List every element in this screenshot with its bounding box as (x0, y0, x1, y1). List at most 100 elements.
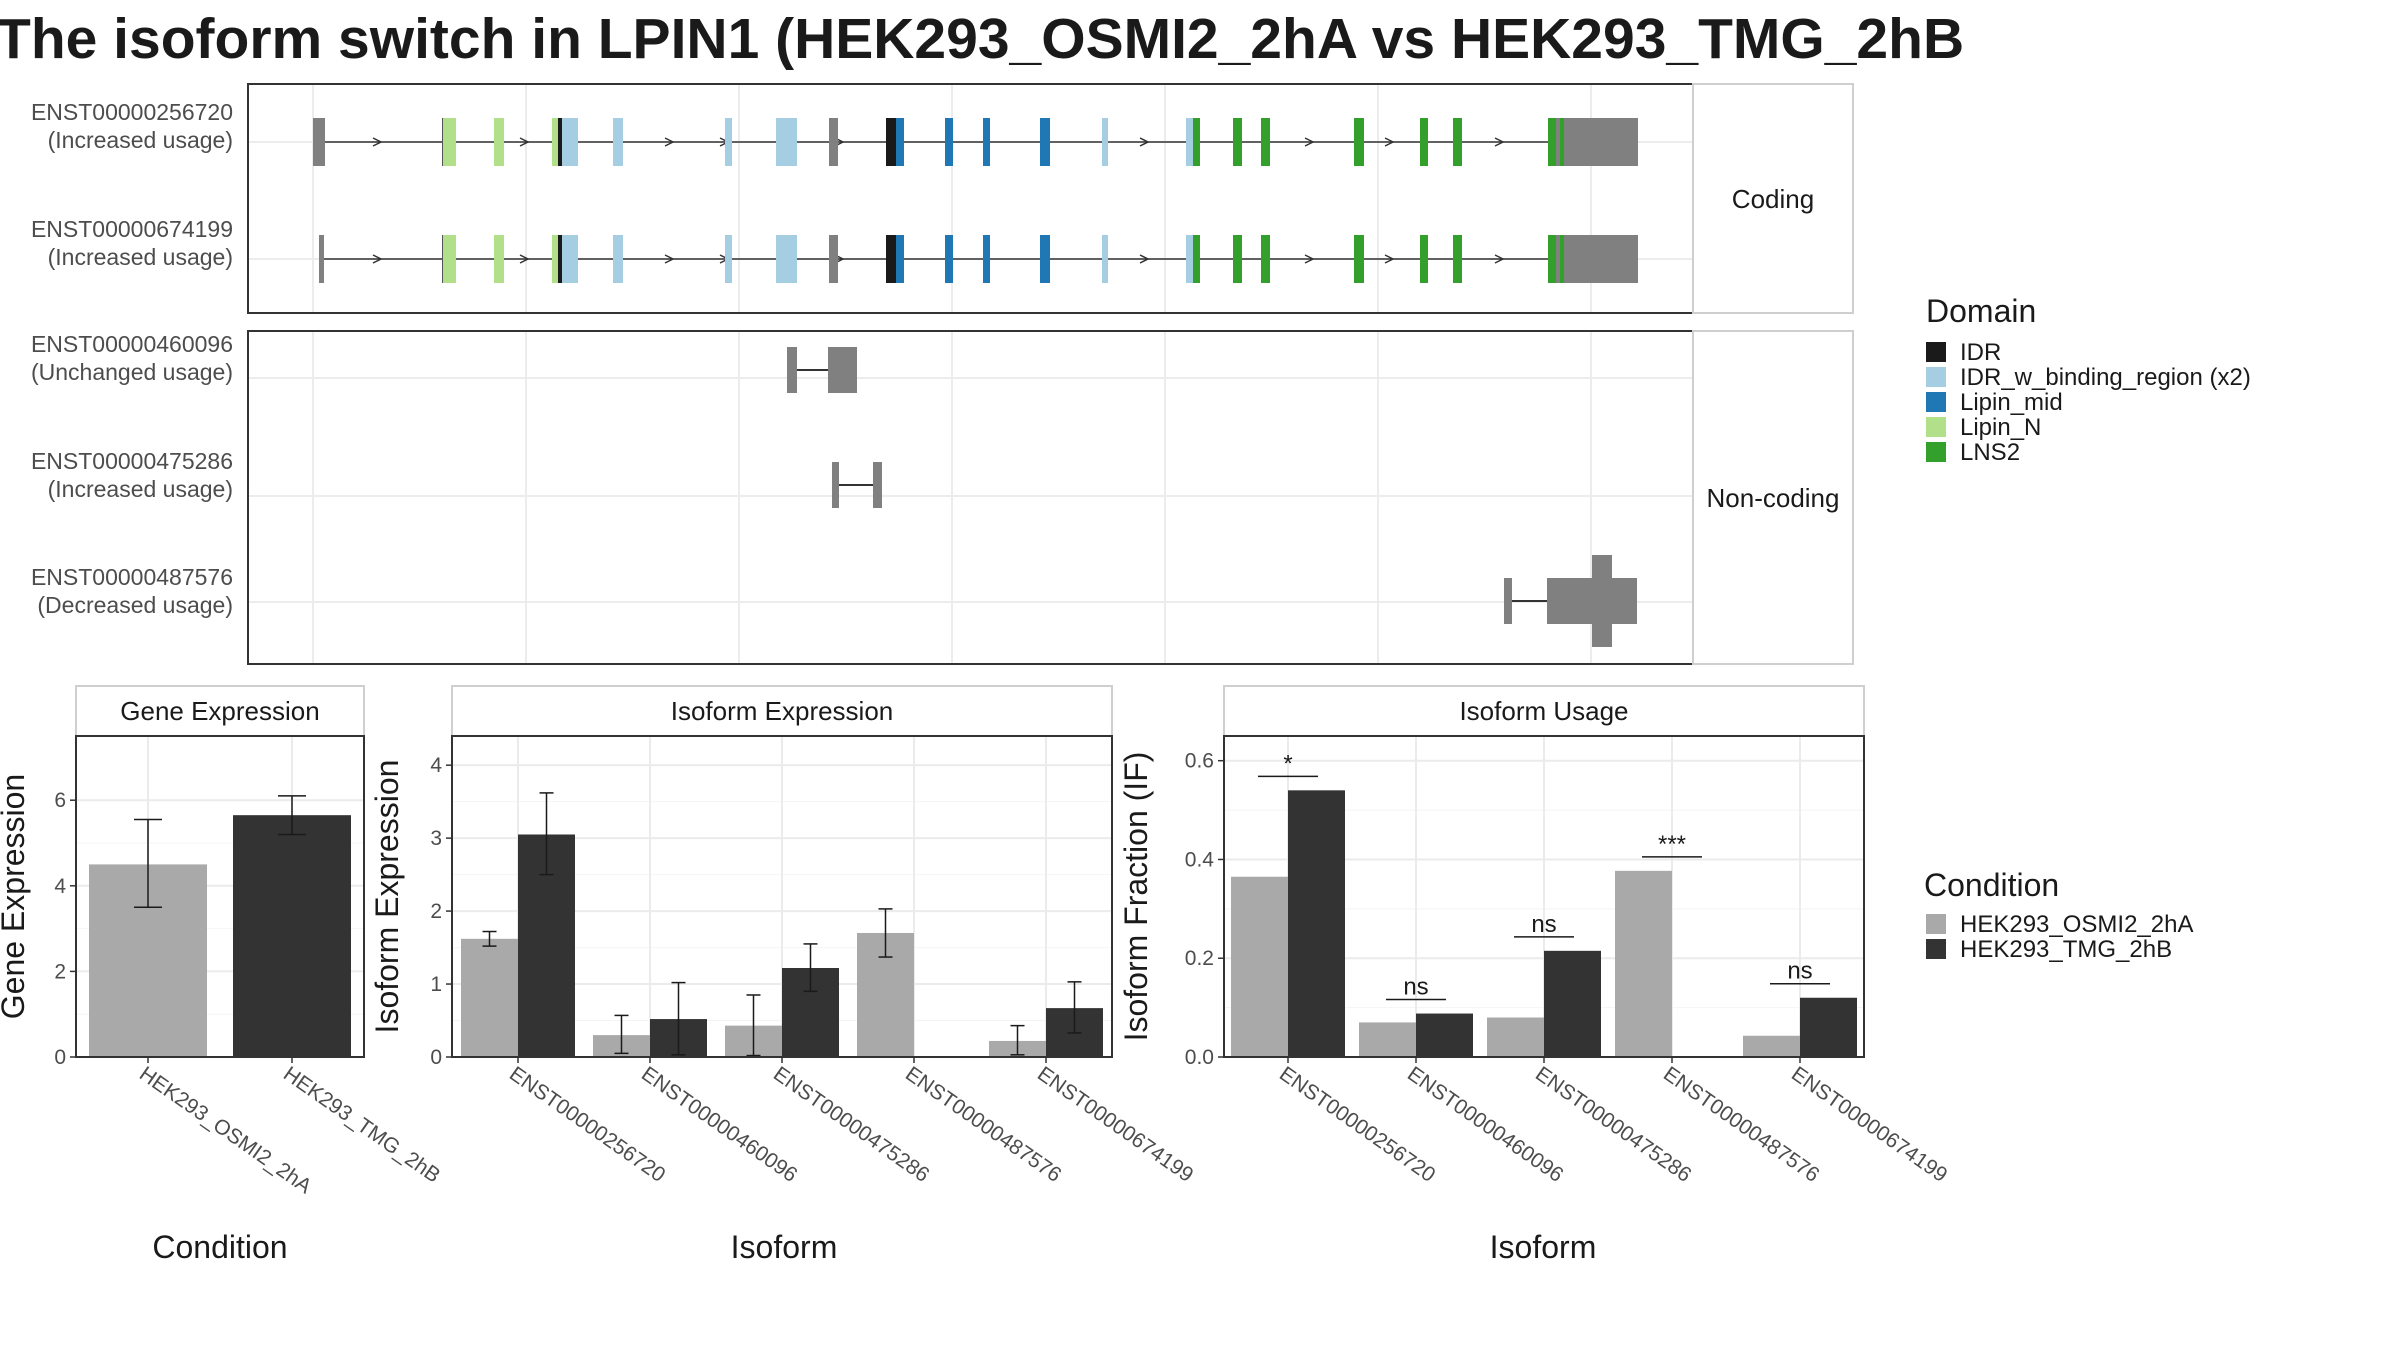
noncoding-strip (1692, 330, 1854, 665)
strand-arrow (1139, 137, 1150, 147)
exon (828, 347, 857, 393)
exon (1040, 235, 1050, 283)
exon (552, 118, 558, 166)
exon (945, 235, 953, 283)
transcript-track (1504, 555, 1637, 647)
exon (443, 118, 456, 166)
exon (613, 118, 623, 166)
panel-frame (75, 735, 365, 1058)
isoform-status-label: (Increased usage) (48, 476, 233, 502)
exon (1261, 235, 1270, 283)
legend-label: IDR_w_binding_region (x2) (1960, 364, 2251, 391)
exon (319, 235, 324, 283)
isoform-id-label: ENST00000487576 (31, 564, 233, 590)
strand-arrow (1304, 254, 1315, 264)
exon (1186, 118, 1193, 166)
isoform-id-label: ENST00000460096 (31, 331, 233, 357)
utr-exon (1566, 235, 1638, 283)
cds-block (1592, 555, 1612, 647)
strand-arrow (1384, 137, 1395, 147)
isoform-usage-panel: Isoform Usage*nsns***ns0.00.20.40.6ENST0… (1118, 685, 1951, 1265)
bar (1800, 997, 1857, 1057)
strand-arrow (664, 254, 675, 264)
strand-arrow (372, 137, 383, 147)
strand-arrow (519, 254, 530, 264)
exon (1233, 235, 1242, 283)
noncoding-facet-frame (247, 330, 1694, 665)
legend-label: LNS2 (1960, 439, 2020, 466)
strand-arrow (372, 254, 383, 264)
exon (873, 462, 882, 508)
exon (1560, 118, 1564, 166)
exon (1420, 118, 1428, 166)
exon (313, 118, 325, 166)
y-tick-label: 0.0 (1185, 1046, 1214, 1069)
exon (725, 235, 732, 283)
legend-swatch (1926, 392, 1946, 412)
legend-label: Lipin_N (1960, 414, 2041, 441)
bar (1544, 950, 1601, 1057)
noncoding-strip-label: Non-coding (1707, 483, 1840, 513)
y-tick-label: 4 (54, 875, 66, 898)
exon (829, 118, 838, 166)
exon (613, 235, 623, 283)
utr-exon (1566, 118, 1638, 166)
strand-arrow (1384, 254, 1395, 264)
exon (1453, 118, 1462, 166)
exon (1354, 235, 1364, 283)
isoform-status-label: (Increased usage) (48, 244, 233, 270)
transcript-structure-panel: ENST00000256720(Increased usage)ENST0000… (31, 83, 1854, 665)
isoform-status-label: (Decreased usage) (37, 592, 233, 618)
strand-arrow (1494, 254, 1505, 264)
exon (896, 118, 904, 166)
exon (776, 235, 797, 283)
exon (1102, 118, 1108, 166)
legend-label: IDR (1960, 339, 2001, 366)
y-tick-label: 2 (54, 960, 66, 983)
isoform-id-label: ENST00000475286 (31, 448, 233, 474)
y-axis-title: Isoform Expression (369, 760, 405, 1034)
bar (461, 938, 518, 1057)
panel-title: Isoform Usage (1459, 696, 1628, 726)
x-axis-title: Condition (152, 1229, 287, 1265)
domain-legend-title: Domain (1926, 293, 2036, 329)
exon (552, 235, 558, 283)
bar (1615, 870, 1672, 1057)
y-tick-label: 1 (430, 973, 442, 996)
exon (1040, 118, 1050, 166)
coding-strip (1692, 83, 1854, 314)
exon (1453, 235, 1462, 283)
significance-label: ns (1403, 974, 1428, 1001)
isoform-status-label: (Increased usage) (48, 127, 233, 153)
isoform-id-label: ENST00000256720 (31, 99, 233, 125)
exon (829, 235, 838, 283)
exon (494, 235, 504, 283)
transcript-tracks (313, 118, 1638, 647)
strand-arrow (519, 137, 530, 147)
isoform-id-label: ENST00000674199 (31, 216, 233, 242)
exon (1102, 235, 1108, 283)
isoform-status-label: (Unchanged usage) (31, 359, 233, 385)
panel-strip (75, 685, 365, 737)
x-axis-title: Isoform (1490, 1229, 1597, 1265)
exon (1354, 118, 1364, 166)
exon (983, 118, 990, 166)
bar (1487, 1017, 1544, 1057)
condition-legend-title: Condition (1924, 867, 2059, 903)
strand-arrow (1139, 254, 1150, 264)
significance-label: *** (1658, 831, 1686, 858)
y-tick-label: 3 (430, 827, 442, 850)
bar (1288, 790, 1345, 1057)
y-tick-label: 0.2 (1185, 947, 1214, 970)
exon (886, 235, 896, 283)
strand-arrow (1304, 137, 1315, 147)
exon (562, 118, 578, 166)
strand-arrow (1494, 137, 1505, 147)
exon (725, 118, 732, 166)
exon (1420, 235, 1428, 283)
transcript-labels: ENST00000256720(Increased usage)ENST0000… (31, 99, 233, 618)
coding-strip-label: Coding (1732, 184, 1814, 214)
legend-swatch (1926, 417, 1946, 437)
